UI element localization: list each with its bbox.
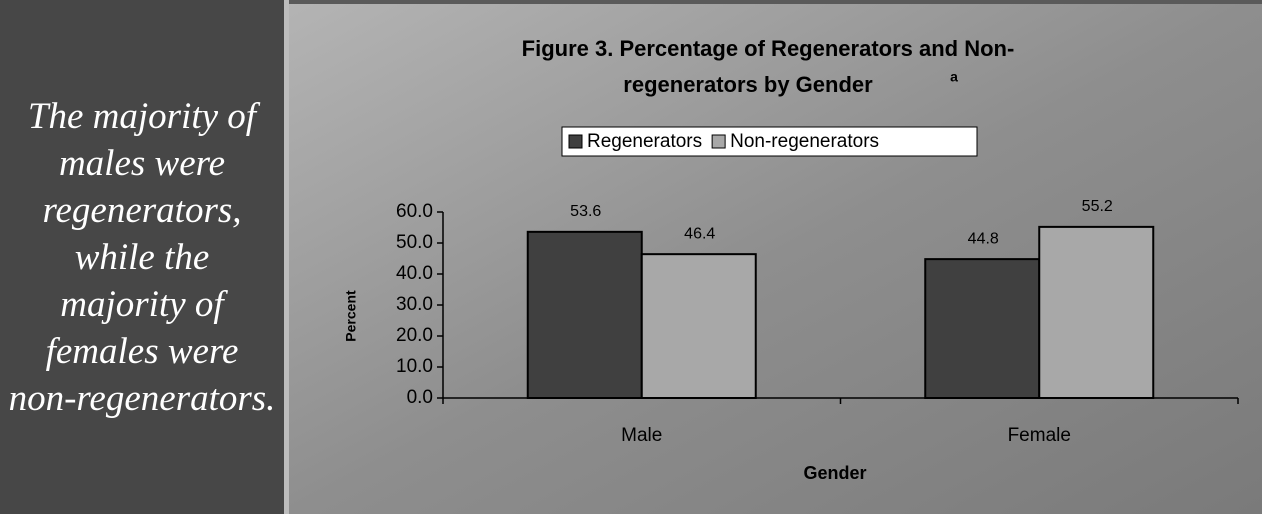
legend-swatch bbox=[712, 135, 725, 148]
chart-title: regenerators by Gender bbox=[623, 72, 873, 97]
y-tick-label: 50.0 bbox=[396, 232, 433, 253]
legend-label: Regenerators bbox=[587, 131, 702, 152]
slide: Figure 3. Percentage of Regenerators and… bbox=[0, 0, 1262, 514]
legend-swatch bbox=[569, 135, 582, 148]
x-tick-label: Female bbox=[1008, 425, 1071, 446]
value-label: 44.8 bbox=[968, 230, 999, 247]
sidebar-line: males were bbox=[59, 140, 225, 187]
sidebar-line: while the bbox=[75, 234, 210, 281]
bar bbox=[528, 232, 642, 398]
bar bbox=[642, 254, 756, 398]
legend-label: Non-regenerators bbox=[730, 131, 879, 152]
value-label: 46.4 bbox=[684, 225, 715, 242]
value-label: 53.6 bbox=[570, 203, 601, 220]
value-label: 55.2 bbox=[1082, 198, 1113, 215]
y-tick-label: 20.0 bbox=[396, 325, 433, 346]
bar bbox=[925, 259, 1039, 398]
y-tick-label: 0.0 bbox=[407, 387, 433, 408]
y-axis-label: Percent bbox=[343, 290, 359, 342]
sidebar-line: regenerators, bbox=[42, 187, 241, 234]
y-tick-label: 60.0 bbox=[396, 201, 433, 222]
x-tick-label: Male bbox=[621, 425, 662, 446]
top-border bbox=[289, 0, 1262, 4]
sidebar-line: females were bbox=[46, 328, 239, 375]
sidebar-line: non-regenerators. bbox=[9, 375, 276, 422]
y-tick-label: 30.0 bbox=[396, 294, 433, 315]
y-tick-label: 40.0 bbox=[396, 263, 433, 284]
chart-title: Figure 3. Percentage of Regenerators and… bbox=[522, 36, 1015, 61]
title-note: a bbox=[950, 69, 958, 85]
bar bbox=[1039, 227, 1153, 398]
x-axis-label: Gender bbox=[803, 463, 866, 483]
sidebar-line: majority of bbox=[60, 281, 223, 328]
y-tick-label: 10.0 bbox=[396, 356, 433, 377]
sidebar-line: The majority of bbox=[28, 93, 256, 140]
